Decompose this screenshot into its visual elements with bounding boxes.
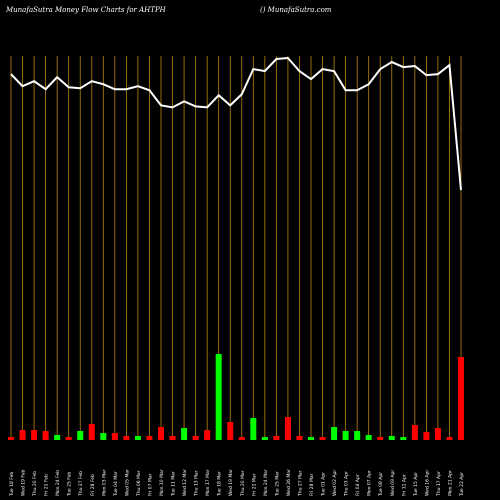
x-tick-label: Thu 20 Feb (32, 471, 38, 497)
bar (192, 436, 199, 440)
bar (227, 422, 234, 440)
x-tick-label: Tue 15 Apr (413, 472, 419, 497)
bar (215, 354, 222, 440)
x-tick-label: Mon 24 Feb (55, 470, 61, 496)
x-tick-label: Fri 28 Feb (90, 474, 96, 496)
bar (250, 418, 257, 440)
x-tick-label: Tue 04 Mar (113, 471, 119, 497)
bar (458, 357, 464, 440)
x-tick-label: Mon 17 Mar (205, 469, 211, 496)
x-tick-label: Thu 27 Feb (78, 471, 84, 497)
bar (42, 431, 49, 440)
bar (388, 436, 395, 440)
x-tick-label: Fri 21 Mar (251, 473, 257, 496)
bar (411, 425, 418, 440)
bar (77, 431, 84, 440)
x-tick-label: Wed 19 Mar (228, 469, 234, 496)
bar (88, 424, 95, 440)
chart-title: MunafaSutra Money Flow Charts for AHTPH (5, 6, 167, 14)
x-tick-label: Wed 05 Mar (124, 469, 130, 496)
x-tick-label: Mon 10 Mar (159, 469, 165, 496)
bar (111, 433, 118, 440)
x-tick-label: Mon 03 Mar (101, 469, 107, 496)
bar (273, 436, 280, 440)
x-tick-label: Fri 21 Feb (44, 474, 50, 496)
x-tick-label: Tue 08 Apr (378, 472, 384, 497)
money-flow-line (10, 56, 462, 191)
bar (100, 433, 107, 440)
bar (423, 432, 430, 440)
x-tick-label: Wed 26 Mar (286, 469, 292, 496)
x-tick-label: Mon 21 Apr (447, 470, 453, 496)
bar (65, 437, 72, 440)
x-tick-label: Tue 22 Apr (459, 472, 465, 497)
bar (123, 436, 130, 440)
x-tick-label: Fri 11 Apr (401, 474, 407, 496)
x-tick-label: Wed 02 Apr (332, 470, 338, 496)
bar (354, 431, 361, 440)
x-tick-label: Thu 17 Apr (436, 471, 442, 497)
x-tick-label: Thu 13 Mar (194, 470, 200, 497)
bar (365, 435, 372, 440)
x-tick-label: Wed 19 Feb (21, 469, 27, 496)
bar (296, 436, 303, 440)
x-tick-label: Thu 06 Mar (136, 470, 142, 497)
bar (308, 437, 314, 440)
x-tick-label: Wed 09 Apr (390, 470, 396, 496)
bar (158, 427, 164, 440)
x-tick-label: Thu 27 Mar (297, 470, 303, 497)
bar (434, 428, 441, 440)
bar (377, 437, 384, 440)
bar (284, 417, 291, 440)
bar (169, 436, 176, 440)
x-tick-label: Tue 25 Mar (274, 471, 280, 497)
x-tick-label: Fri 07 Mar (147, 473, 153, 496)
x-tick-label: Tue 11 Mar (171, 471, 177, 497)
x-tick-label: Wed 12 Mar (182, 469, 188, 496)
bar (146, 436, 153, 440)
x-tick-label: Tue 18 Feb (9, 472, 15, 497)
bar (238, 437, 245, 440)
bar (8, 437, 14, 440)
bar (31, 430, 38, 440)
bar (400, 437, 407, 440)
bar (331, 427, 338, 440)
x-tick-label: Tue 18 Mar (217, 471, 223, 497)
chart-subtitle: () MunafaSutra.com (260, 6, 332, 14)
x-tick-label: Thu 20 Mar (240, 470, 246, 497)
bar (446, 437, 453, 440)
x-tick-label: Fri 04 Apr (355, 474, 361, 496)
bar (319, 437, 326, 440)
bar (261, 437, 268, 440)
x-tick-label: Mon 07 Apr (367, 470, 373, 496)
bar (204, 430, 211, 440)
x-tick-label: Fri 28 Mar (309, 473, 315, 496)
x-tick-label: Mon 24 Mar (263, 469, 269, 496)
x-tick-label: Tue 25 Feb (67, 472, 73, 497)
bar (181, 428, 188, 440)
x-tick-label: Wed 16 Apr (424, 470, 430, 496)
x-tick-label: Tue 01 Apr (321, 472, 327, 497)
bar (134, 436, 141, 440)
bar (54, 435, 61, 440)
bar (19, 430, 26, 440)
x-tick-label: Thu 03 Apr (344, 471, 350, 497)
bar (342, 431, 349, 440)
